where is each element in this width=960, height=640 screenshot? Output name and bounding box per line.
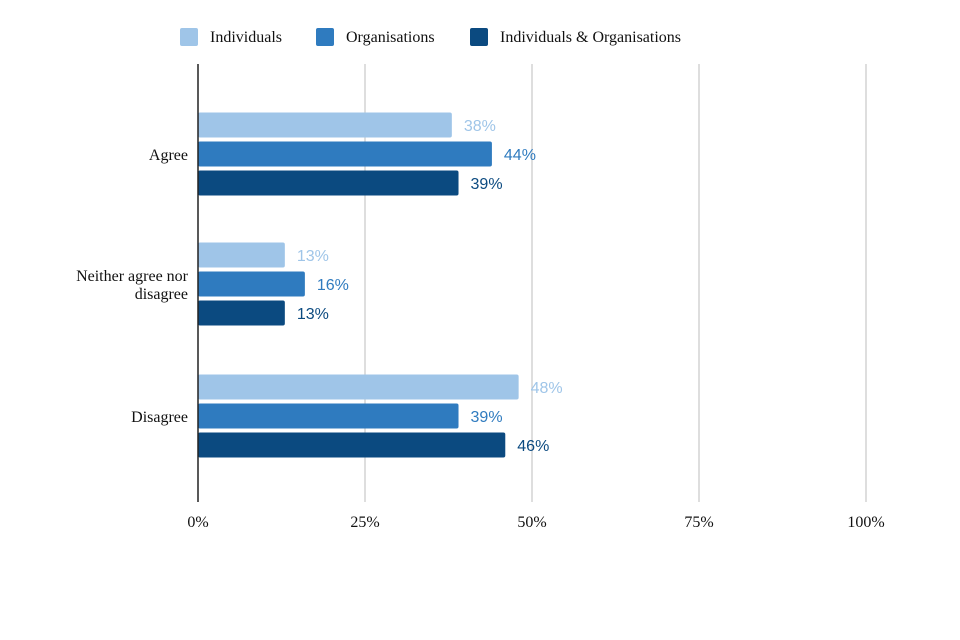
category-label: disagree [135,286,188,303]
bar-organisations-1 [198,271,305,297]
legend-label: Organisations [346,29,435,46]
bar-individuals-organisations-1 [198,300,285,326]
bar-individuals-organisations-2 [198,432,506,458]
data-label: 46% [517,438,549,455]
category-label: Disagree [131,409,188,426]
x-axis-ticks: 0% 25% 50% 75% 100% [187,514,884,531]
x-tick-label: 50% [517,514,546,531]
data-label: 48% [531,380,563,397]
data-label: 38% [464,118,496,135]
data-label: 13% [297,248,329,265]
x-tick-label: 0% [187,514,208,531]
legend-label: Individuals [210,29,282,46]
category-label: Agree [149,147,188,164]
category-label: Neither agree nor [76,268,189,285]
data-label: 13% [297,306,329,323]
bar-organisations-2 [198,403,459,429]
data-label: 16% [317,277,349,294]
bars: 38%44%39%13%16%13%48%39%46% [198,112,563,458]
bar-individuals-organisations-0 [198,170,459,196]
legend: Individuals Organisations Individuals & Or… [180,28,681,46]
x-tick-label: 25% [350,514,379,531]
bar-individuals-1 [198,242,285,268]
bar-organisations-0 [198,141,492,167]
x-tick-label: 75% [684,514,713,531]
data-label: 44% [504,147,536,164]
legend-swatch [180,28,198,46]
legend-label: Individuals & Organisations [500,29,681,46]
legend-swatch [470,28,488,46]
x-tick-label: 100% [847,514,884,531]
gridlines [364,64,867,502]
bar-individuals-2 [198,374,519,400]
legend-swatch [316,28,334,46]
data-label: 39% [471,176,503,193]
data-label: 39% [471,409,503,426]
bar-individuals-0 [198,112,452,138]
